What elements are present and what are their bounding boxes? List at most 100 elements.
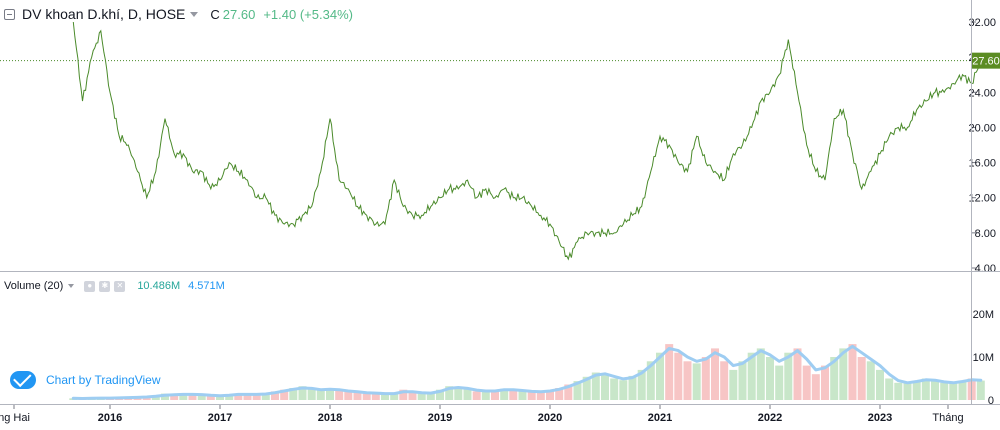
- volume-bar: [921, 378, 930, 400]
- volume-bar: [463, 388, 472, 400]
- volume-bar: [445, 386, 454, 400]
- volume-bar: [802, 365, 811, 400]
- y-tick-label: 4.00: [975, 263, 996, 275]
- volume-bar: [656, 352, 664, 400]
- volume-bar: [720, 361, 729, 400]
- x-tick-label: 2020: [538, 412, 562, 424]
- volume-bar: [692, 363, 701, 400]
- x-tick-label: 2018: [318, 412, 342, 424]
- volume-bar: [903, 382, 912, 400]
- price-series: [72, 21, 982, 261]
- volume-bar: [876, 369, 884, 400]
- volume-bar: [344, 391, 353, 400]
- y-tick-label: 20.00: [968, 122, 996, 134]
- tradingview-logo-icon: [10, 368, 36, 389]
- close-label: C: [210, 6, 220, 22]
- volume-bar: [307, 388, 316, 400]
- volume-bar: [408, 392, 417, 400]
- volume-bar: [610, 378, 619, 400]
- y-tick-label: 8.00: [975, 228, 996, 240]
- x-tick-label: 2022: [758, 412, 782, 424]
- chevron-down-icon[interactable]: [68, 284, 75, 288]
- volume-legend[interactable]: Volume (20) ● ✱ ✕ 10.486M 4.571M: [4, 280, 225, 292]
- volume-bar: [830, 357, 839, 400]
- volume-bar: [472, 391, 481, 400]
- volume-bar: [326, 388, 334, 400]
- y-tick-label: 24.00: [968, 87, 996, 99]
- y-tick-label: 32.00: [968, 17, 996, 29]
- volume-bar: [188, 394, 197, 400]
- volume-bar: [866, 361, 875, 400]
- volume-bar: [206, 395, 215, 400]
- volume-bar: [848, 344, 857, 400]
- price-change: +1.40 (+5.34%): [263, 6, 353, 22]
- volume-bar: [509, 389, 518, 400]
- volume-bar: [894, 382, 903, 400]
- volume-bar: [280, 389, 289, 400]
- volume-bar: [353, 392, 362, 400]
- volume-bar: [766, 357, 774, 400]
- price-line: [72, 21, 982, 261]
- volume-bar: [252, 394, 261, 400]
- volume-bar: [784, 352, 793, 400]
- symbol-legend[interactable]: DV khoan D.khí, D, HOSE C 27.60 +1.40 (+…: [4, 6, 353, 22]
- volume-bar: [821, 365, 829, 400]
- volume-bar: [362, 393, 371, 400]
- volume-bars: [69, 344, 985, 400]
- collapse-icon[interactable]: [4, 8, 15, 20]
- volume-bar: [454, 387, 463, 400]
- volume-bar: [316, 390, 325, 400]
- volume-bar: [637, 369, 646, 400]
- volume-bar: [555, 388, 564, 400]
- tradingview-watermark[interactable]: Chart by TradingView: [10, 368, 161, 389]
- volume-bar: [738, 361, 747, 400]
- volume-bar: [591, 372, 600, 400]
- volume-bar: [225, 394, 234, 400]
- volume-bar: [179, 393, 188, 400]
- volume-bar: [243, 394, 252, 400]
- volume-bar: [500, 388, 509, 400]
- chevron-down-icon[interactable]: [190, 11, 199, 17]
- x-tick-label: 2019: [428, 412, 452, 424]
- volume-ma-line: [71, 344, 983, 400]
- eye-icon[interactable]: ●: [84, 280, 96, 292]
- volume-bar: [261, 393, 270, 400]
- volume-bar: [931, 380, 939, 400]
- volume-bar: [271, 391, 279, 400]
- volume-bar: [683, 361, 692, 400]
- volume-bar: [216, 396, 224, 400]
- volume-bar: [729, 369, 738, 400]
- volume-bar: [381, 394, 389, 400]
- volume-bar: [582, 376, 591, 400]
- x-tick-label: 2021: [648, 412, 672, 424]
- volume-bar: [197, 394, 206, 400]
- volume-bar: [601, 374, 609, 400]
- volume-bar: [390, 393, 399, 400]
- volume-bar: [665, 344, 674, 400]
- volume-bar: [775, 365, 784, 400]
- gear-icon[interactable]: ✱: [99, 280, 111, 292]
- volume-tick-label: 0: [988, 395, 994, 407]
- volume-bar: [426, 393, 435, 400]
- volume-ma-series: [71, 344, 983, 400]
- close-icon[interactable]: ✕: [114, 280, 126, 292]
- y-tick-label: 12.00: [968, 193, 996, 205]
- x-tick-label: 2023: [868, 412, 892, 424]
- volume-bar: [298, 386, 307, 400]
- volume-ma-value: 4.571M: [188, 280, 225, 292]
- volume-bar: [756, 348, 765, 400]
- volume-bar: [857, 357, 866, 400]
- volume-bar: [976, 380, 985, 400]
- y-tick-label: 16.00: [968, 158, 996, 170]
- volume-bar: [711, 348, 719, 400]
- last-price-label: 27.60: [972, 56, 1000, 68]
- volume-bar: [839, 348, 848, 400]
- volume-bar: [628, 375, 637, 400]
- volume-bar: [234, 393, 243, 400]
- volume-bar: [527, 392, 536, 400]
- x-tick-label: 2017: [208, 412, 232, 424]
- volume-bar: [399, 389, 408, 400]
- volume-bar: [885, 378, 894, 400]
